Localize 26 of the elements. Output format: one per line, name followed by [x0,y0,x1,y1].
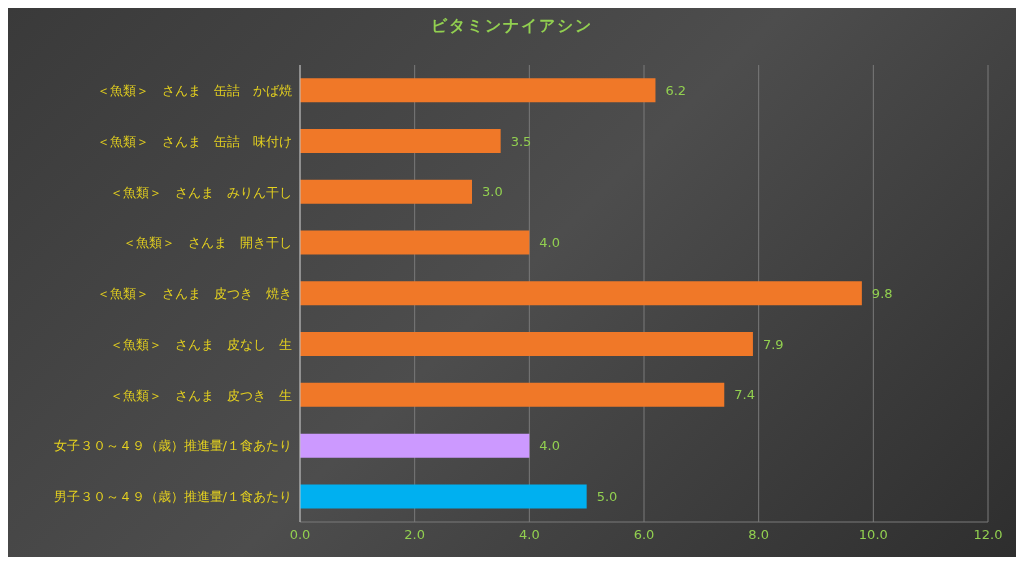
x-tick-label: 4.0 [518,527,540,543]
x-tick-label: 10.0 [858,527,888,543]
y-tick-label: ＜魚類＞ さんま 皮つき 生 [110,387,292,403]
y-tick-label: ＜魚類＞ さんま 皮なし 生 [110,336,292,352]
data-label: 7.9 [762,336,784,352]
y-tick-label: ＜魚類＞ さんま 缶詰 かば焼 [97,83,292,98]
x-tick-label: 8.0 [748,527,770,543]
data-label: 5.0 [596,489,618,505]
y-tick-label: 女子３０～４９（歳）推進量/１食あたり [53,438,292,454]
x-tick-label: 12.0 [973,527,1003,543]
y-tick-label: ＜魚類＞ さんま 皮つき 焼き [97,286,292,302]
data-label: 3.5 [510,133,532,149]
y-tick-label: 男子３０～４９（歳）推進量/１食あたり [53,489,292,505]
data-label: 4.0 [539,438,561,454]
x-tick-label: 2.0 [404,527,426,543]
y-tick-label: ＜魚類＞ さんま みりん干し [110,184,292,200]
data-label: 9.8 [871,285,893,301]
x-tick-label: 0.0 [289,527,311,543]
chart-title: ビタミンナイアシン [430,16,594,37]
data-label: 7.4 [734,387,755,403]
data-label: 3.0 [482,184,503,200]
y-tick-label: ＜魚類＞ さんま 開き干し [123,235,292,251]
data-label: 6.2 [665,82,687,98]
data-label: 4.0 [539,235,561,251]
y-tick-label: ＜魚類＞ さんま 缶詰 味付け [97,133,292,149]
x-tick-label: 6.0 [633,527,655,543]
